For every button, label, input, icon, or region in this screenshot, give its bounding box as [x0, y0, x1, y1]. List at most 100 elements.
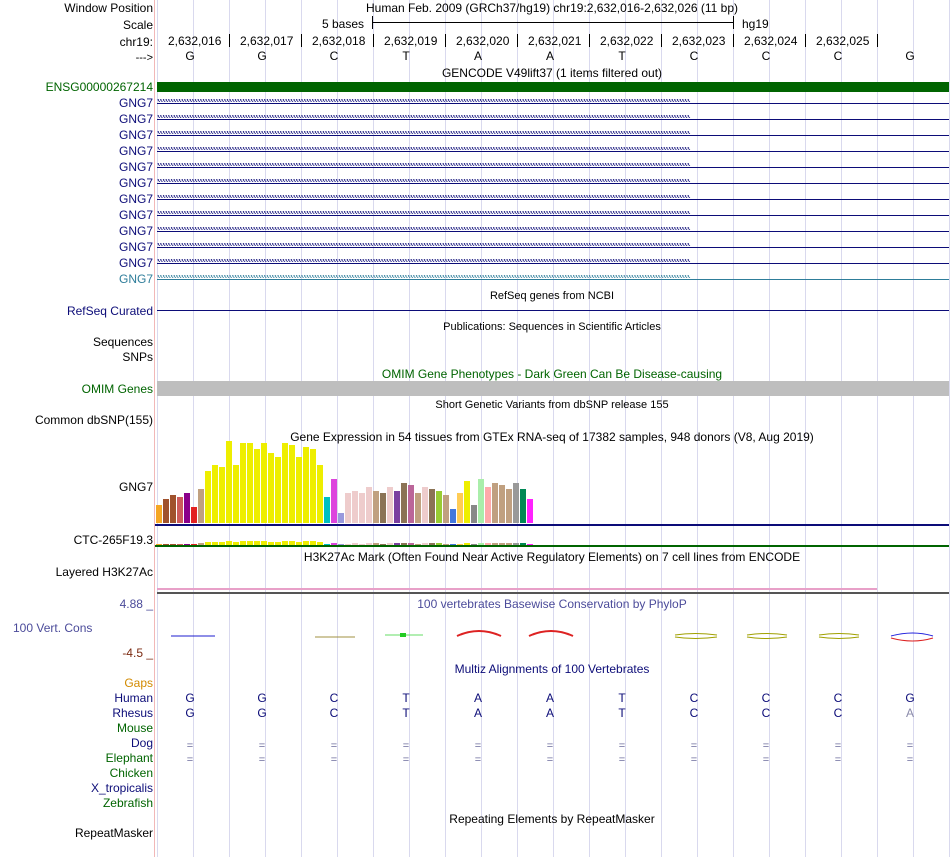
gtex-bar[interactable] [331, 479, 337, 523]
ensg-label[interactable]: ENSG00000267214 [45, 80, 153, 94]
gencode-transcript-track[interactable]: ‹‹‹‹‹‹‹‹‹‹‹‹‹‹‹‹‹‹‹‹‹‹‹‹‹‹‹‹‹‹‹‹‹‹‹‹‹‹‹‹… [157, 163, 949, 173]
ensg-gene-bar[interactable] [157, 82, 949, 92]
gtex-bar[interactable] [233, 465, 239, 523]
multiz-species-label[interactable]: Mouse [116, 721, 153, 735]
gencode-transcript-label[interactable]: GNG7 [118, 208, 153, 222]
repeatmasker-label[interactable]: RepeatMasker [74, 826, 153, 840]
gtex-small-bar[interactable] [303, 541, 309, 545]
gtex-small-bar[interactable] [513, 543, 519, 545]
gtex-small-bar[interactable] [408, 543, 414, 545]
gtex-bar[interactable] [296, 457, 302, 523]
gtex-bar[interactable] [394, 491, 400, 523]
gtex-small-bar[interactable] [359, 544, 365, 545]
gtex-small-bar[interactable] [254, 541, 260, 545]
gtex-small-bar[interactable] [163, 544, 169, 545]
snps-label[interactable]: SNPs [122, 350, 153, 364]
gtex-bar[interactable] [443, 495, 449, 523]
gtex-small-bar[interactable] [261, 541, 267, 545]
gtex-small-bar[interactable] [415, 544, 421, 545]
gtex-bar[interactable] [422, 487, 428, 523]
gtex-small-bar[interactable] [296, 542, 302, 545]
ruler-base[interactable]: T [618, 49, 626, 63]
gtex-small-bar[interactable] [247, 541, 253, 545]
gtex-small-bar[interactable] [345, 544, 351, 545]
gtex-bar[interactable] [359, 493, 365, 523]
gtex-bar[interactable] [527, 499, 533, 523]
multiz-species-label[interactable]: Zebrafish [102, 796, 153, 810]
gtex-bar[interactable] [401, 483, 407, 523]
omim-gene-bar[interactable] [157, 381, 949, 396]
gtex-bar[interactable] [191, 507, 197, 523]
gtex-small-bar[interactable] [338, 544, 344, 545]
gtex-bar[interactable] [471, 505, 477, 523]
gtex-small-bar[interactable] [198, 543, 204, 545]
gtex-small-bar[interactable] [380, 544, 386, 545]
gtex-bar[interactable] [170, 495, 176, 523]
gtex-small-bar[interactable] [499, 543, 505, 545]
gtex-bar[interactable] [205, 471, 211, 523]
gtex-small-bar[interactable] [366, 543, 372, 545]
phylop-label[interactable]: 100 Vert. Cons [13, 621, 93, 635]
gtex-bar[interactable] [345, 493, 351, 523]
ruler-base[interactable]: G [257, 49, 267, 63]
gtex-small-bar[interactable] [191, 544, 197, 545]
gtex-small-bar[interactable] [506, 543, 512, 545]
gtex-small-bar[interactable] [177, 544, 183, 545]
gtex-bar[interactable] [464, 481, 470, 523]
gtex-small-bar[interactable] [275, 542, 281, 545]
gtex-bar[interactable] [226, 441, 232, 523]
gtex-bar[interactable] [163, 499, 169, 523]
gtex-bar[interactable] [450, 509, 456, 523]
gtex-small-bar[interactable] [268, 542, 274, 545]
gtex-bar[interactable] [352, 491, 358, 523]
gtex-bar[interactable] [198, 489, 204, 523]
gtex-small-bar[interactable] [485, 543, 491, 545]
gtex-bar[interactable] [177, 497, 183, 523]
refseq-label[interactable]: RefSeq Curated [66, 304, 153, 318]
gtex-bar[interactable] [310, 449, 316, 523]
gtex-bar[interactable] [324, 497, 330, 523]
gencode-transcript-track[interactable]: ‹‹‹‹‹‹‹‹‹‹‹‹‹‹‹‹‹‹‹‹‹‹‹‹‹‹‹‹‹‹‹‹‹‹‹‹‹‹‹‹… [157, 147, 949, 157]
gtex-small-bar[interactable] [457, 544, 463, 545]
multiz-species-label[interactable]: Human [114, 691, 153, 705]
gtex-small-bar[interactable] [450, 544, 456, 545]
gencode-transcript-label[interactable]: GNG7 [118, 112, 153, 126]
gtex-small-bar[interactable] [226, 541, 232, 545]
gtex-small-bar[interactable] [520, 543, 526, 545]
multiz-species-label[interactable]: X_tropicalis [90, 781, 153, 795]
gtex-small-bar[interactable] [387, 543, 393, 545]
gtex-bar[interactable] [268, 453, 274, 523]
gencode-transcript-track[interactable]: ‹‹‹‹‹‹‹‹‹‹‹‹‹‹‹‹‹‹‹‹‹‹‹‹‹‹‹‹‹‹‹‹‹‹‹‹‹‹‹‹… [157, 195, 949, 205]
gtex-small-bar[interactable] [233, 542, 239, 545]
gtex-small-bar[interactable] [429, 543, 435, 545]
gtex-bar[interactable] [338, 513, 344, 523]
gencode-transcript-label[interactable]: GNG7 [118, 192, 153, 206]
multiz-species-label[interactable]: Gaps [124, 676, 153, 690]
ruler-base[interactable]: A [545, 49, 555, 63]
gtex-small-bar[interactable] [324, 544, 330, 545]
gencode-transcript-track[interactable]: ‹‹‹‹‹‹‹‹‹‹‹‹‹‹‹‹‹‹‹‹‹‹‹‹‹‹‹‹‹‹‹‹‹‹‹‹‹‹‹‹… [157, 99, 949, 109]
gtex-small-bar[interactable] [156, 544, 162, 545]
strand-arrow-label[interactable]: ---> [135, 52, 153, 64]
ruler-base[interactable]: G [185, 49, 195, 63]
gtex-small-bar[interactable] [373, 543, 379, 545]
gtex-bar[interactable] [282, 443, 288, 523]
gencode-transcript-track[interactable]: ‹‹‹‹‹‹‹‹‹‹‹‹‹‹‹‹‹‹‹‹‹‹‹‹‹‹‹‹‹‹‹‹‹‹‹‹‹‹‹‹… [157, 259, 949, 269]
gtex-bar[interactable] [485, 487, 491, 523]
gencode-transcript-track[interactable]: ‹‹‹‹‹‹‹‹‹‹‹‹‹‹‹‹‹‹‹‹‹‹‹‹‹‹‹‹‹‹‹‹‹‹‹‹‹‹‹‹… [157, 179, 949, 189]
multiz-species-label[interactable]: Elephant [105, 751, 153, 765]
ruler-base[interactable]: C [833, 49, 843, 63]
gencode-transcript-label[interactable]: GNG7 [118, 224, 153, 238]
gtex-bar[interactable] [254, 449, 260, 523]
gtex-bar[interactable] [513, 483, 519, 523]
gtex-small-bar[interactable] [478, 543, 484, 545]
dbsnp-label[interactable]: Common dbSNP(155) [34, 413, 153, 427]
gtex-bar[interactable] [499, 485, 505, 523]
gtex-small-bar[interactable] [436, 543, 442, 545]
gtex-bar[interactable] [261, 443, 267, 523]
ruler-base[interactable]: G [905, 49, 915, 63]
gtex-small-bar[interactable] [401, 543, 407, 545]
gtex-small-bar[interactable] [170, 544, 176, 545]
gencode-transcript-label[interactable]: GNG7 [118, 160, 153, 174]
gtex-small-bar[interactable] [289, 541, 295, 545]
